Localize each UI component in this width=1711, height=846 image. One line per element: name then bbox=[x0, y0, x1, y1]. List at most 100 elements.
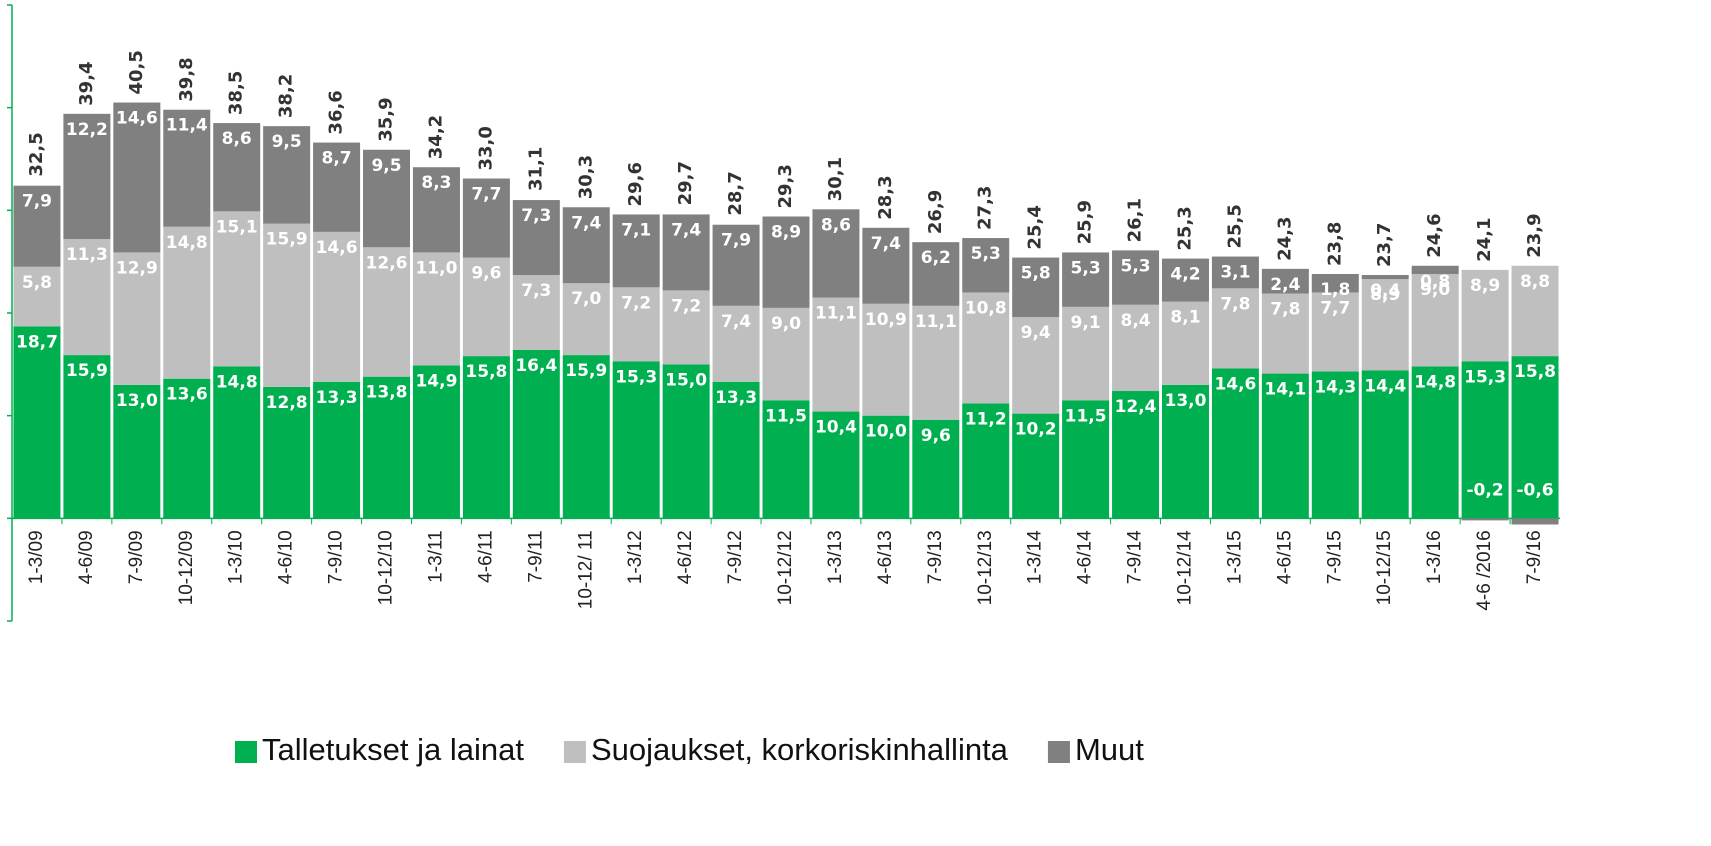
value-label: 18,7 bbox=[16, 332, 58, 352]
value-label: 7,4 bbox=[571, 213, 601, 233]
legend-label: Suojaukset, korkoriskinhallinta bbox=[591, 732, 1009, 767]
bar-segment bbox=[1461, 518, 1509, 521]
value-label: 11,5 bbox=[765, 406, 807, 426]
bar-segment bbox=[762, 400, 810, 519]
legend-label: Talletukset ja lainat bbox=[262, 732, 524, 767]
bar-segment bbox=[462, 356, 510, 519]
total-label: 40,5 bbox=[126, 50, 147, 94]
bar-segment bbox=[612, 287, 660, 362]
value-label: 12,2 bbox=[66, 120, 108, 140]
value-label: 14,3 bbox=[1314, 378, 1356, 398]
value-label: 7,1 bbox=[621, 220, 651, 240]
value-label: 11,1 bbox=[915, 312, 957, 332]
bar-segment bbox=[1062, 400, 1110, 519]
bar-segment bbox=[13, 185, 61, 267]
bar-segment bbox=[313, 231, 361, 382]
total-label: 30,3 bbox=[575, 155, 596, 199]
total-label: 24,6 bbox=[1424, 213, 1445, 257]
value-label: 8,1 bbox=[1170, 308, 1200, 328]
bar-segment bbox=[612, 214, 660, 288]
x-tick-label: 1-3/13 bbox=[825, 530, 846, 584]
value-label: 15,8 bbox=[1514, 362, 1556, 382]
total-label: 25,4 bbox=[1025, 205, 1046, 249]
x-tick-label: 7-9/15 bbox=[1324, 530, 1345, 584]
x-tick-label: 10-12/14 bbox=[1174, 530, 1195, 605]
bar-segment bbox=[1411, 366, 1459, 519]
value-label: 13,6 bbox=[166, 385, 208, 405]
bar-segment bbox=[1511, 518, 1559, 525]
value-label: 11,1 bbox=[815, 304, 857, 324]
bar-segment bbox=[412, 252, 460, 366]
value-label: 15,9 bbox=[565, 361, 607, 381]
bar-segment bbox=[762, 307, 810, 401]
value-label: 7,4 bbox=[671, 220, 701, 240]
bar-segment bbox=[962, 403, 1010, 519]
value-label: 0,8 bbox=[1420, 272, 1450, 292]
value-label: 8,3 bbox=[421, 173, 451, 193]
x-tick-label: 4-6/14 bbox=[1075, 530, 1096, 584]
total-label: 39,8 bbox=[176, 57, 197, 101]
total-label: 26,1 bbox=[1125, 198, 1146, 242]
value-label: 14,4 bbox=[1364, 376, 1406, 396]
bar-segment bbox=[1311, 371, 1359, 519]
value-label: -0,6 bbox=[1516, 480, 1553, 500]
bar-segment bbox=[1311, 273, 1359, 293]
value-label: 16,4 bbox=[515, 356, 557, 376]
value-label: 8,8 bbox=[1520, 272, 1550, 292]
bar-segment bbox=[1461, 269, 1509, 362]
total-label: 31,1 bbox=[525, 147, 546, 191]
bar-segment bbox=[962, 238, 1010, 293]
legend-swatch bbox=[563, 741, 586, 763]
value-label: 11,5 bbox=[1065, 406, 1107, 426]
bar-segment bbox=[113, 252, 161, 385]
x-tick-label: 7-9/13 bbox=[925, 530, 946, 584]
value-label: 7,9 bbox=[22, 192, 52, 212]
value-label: 10,8 bbox=[965, 298, 1007, 318]
value-label: 9,5 bbox=[272, 132, 302, 152]
bar-segment bbox=[363, 376, 411, 519]
bar-segment bbox=[712, 305, 760, 382]
value-label: 10,9 bbox=[865, 310, 907, 330]
bar-segment bbox=[562, 283, 610, 356]
value-label: 11,0 bbox=[415, 258, 457, 278]
bar-segment bbox=[1161, 301, 1209, 385]
value-label: 7,3 bbox=[521, 206, 551, 226]
value-label: 9,0 bbox=[1420, 280, 1450, 300]
x-tick-label: 7-9/12 bbox=[725, 530, 746, 584]
value-label: 9,4 bbox=[1021, 323, 1051, 343]
bar-segment bbox=[1361, 279, 1409, 371]
total-label: 38,2 bbox=[276, 74, 297, 118]
bar-segment bbox=[63, 355, 111, 519]
value-label: 7,3 bbox=[521, 281, 551, 301]
value-label: 15,8 bbox=[465, 362, 507, 382]
value-label: 11,2 bbox=[965, 409, 1007, 429]
value-label: 7,9 bbox=[721, 231, 751, 251]
x-tick-label: 1-3/16 bbox=[1424, 530, 1445, 584]
bar-segment bbox=[113, 384, 161, 519]
bar-segment bbox=[263, 386, 311, 519]
bar-segment bbox=[862, 415, 910, 519]
bar-segment bbox=[662, 214, 710, 291]
bar-segment bbox=[1261, 293, 1309, 374]
total-label: 24,3 bbox=[1274, 216, 1295, 260]
value-label: 9,5 bbox=[371, 156, 401, 176]
total-label: 36,6 bbox=[326, 90, 347, 134]
bar-segment bbox=[512, 349, 560, 519]
bar-segment bbox=[462, 178, 510, 258]
bar-segment bbox=[1261, 268, 1309, 294]
x-tick-label: 1-3/11 bbox=[425, 530, 446, 582]
bar-segment bbox=[512, 275, 560, 350]
value-label: 7,4 bbox=[871, 234, 901, 254]
value-label: 10,4 bbox=[815, 418, 857, 438]
bar-segment bbox=[1112, 304, 1160, 392]
value-label: 7,2 bbox=[671, 296, 701, 316]
total-label: 27,3 bbox=[975, 186, 996, 230]
value-label: 9,6 bbox=[471, 264, 501, 284]
value-label: 10,2 bbox=[1015, 420, 1057, 440]
total-label: 28,3 bbox=[875, 175, 896, 219]
value-label: 13,3 bbox=[715, 388, 757, 408]
bar-segment bbox=[812, 209, 860, 298]
bar-segment bbox=[1311, 292, 1359, 372]
x-tick-label: 10-12/ 11 bbox=[575, 530, 596, 609]
bar-segment bbox=[1012, 413, 1060, 519]
